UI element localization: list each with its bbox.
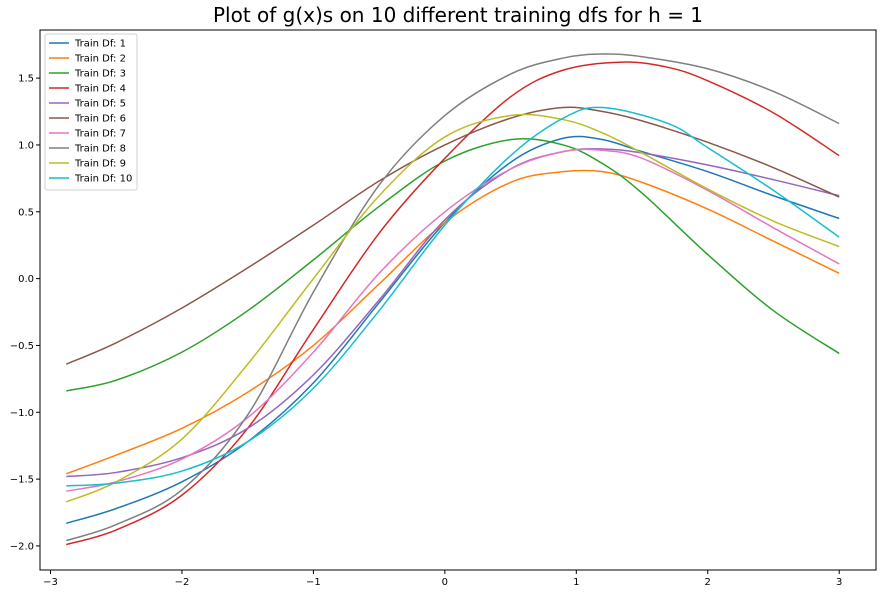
y-axis: −2.0 −1.5 −1.0 −0.5 0.0 0.5 1.0 1.5 bbox=[10, 74, 40, 552]
series-line-7 bbox=[66, 148, 840, 492]
plot-lines bbox=[65, 53, 840, 546]
series-line-1 bbox=[66, 135, 840, 524]
series-line-4 bbox=[66, 61, 840, 546]
series-line-9 bbox=[66, 113, 840, 503]
y-tick-label: 1.0 bbox=[18, 140, 34, 151]
y-tick-label: 1.5 bbox=[18, 74, 34, 85]
legend-label-6: Train Df: 6 bbox=[74, 114, 126, 125]
legend-label-7: Train Df: 7 bbox=[74, 129, 126, 140]
legend-label-2: Train Df: 2 bbox=[74, 54, 126, 65]
chart-title: Plot of g(x)s on 10 different training d… bbox=[213, 3, 703, 27]
x-tick-label: 2 bbox=[705, 577, 711, 588]
x-tick-label: −3 bbox=[43, 577, 58, 588]
x-tick-label: 3 bbox=[836, 577, 842, 588]
y-tick-label: −1.5 bbox=[10, 475, 34, 486]
series-line-3 bbox=[66, 137, 840, 392]
y-tick-label: −1.0 bbox=[10, 408, 34, 419]
legend-label-9: Train Df: 9 bbox=[74, 159, 126, 170]
x-axis: −3 −2 −1 0 1 2 3 bbox=[43, 570, 842, 588]
y-tick-label: −0.5 bbox=[10, 341, 34, 352]
x-tick-label: 0 bbox=[442, 577, 448, 588]
plot-frame bbox=[39, 29, 877, 571]
legend-label-4: Train Df: 4 bbox=[74, 84, 126, 95]
series-line-5 bbox=[66, 148, 840, 478]
series-line-10 bbox=[66, 106, 840, 487]
x-tick-label: −1 bbox=[306, 577, 321, 588]
legend-label-1: Train Df: 1 bbox=[74, 39, 126, 50]
series-line-8 bbox=[66, 53, 840, 542]
legend: Train Df: 1 Train Df: 2 Train Df: 3 Train D… bbox=[44, 33, 138, 191]
y-tick-label: 0.0 bbox=[18, 274, 34, 285]
legend-label-5: Train Df: 5 bbox=[74, 99, 126, 110]
y-tick-label: 0.5 bbox=[18, 207, 34, 218]
x-tick-label: −2 bbox=[175, 577, 190, 588]
series-line-6 bbox=[65, 106, 840, 365]
y-tick-label: −2.0 bbox=[10, 541, 34, 552]
legend-label-10: Train Df: 10 bbox=[74, 174, 132, 185]
legend-label-3: Train Df: 3 bbox=[74, 69, 126, 80]
legend-label-8: Train Df: 8 bbox=[74, 144, 126, 155]
x-tick-label: 1 bbox=[573, 577, 579, 588]
series-line-2 bbox=[66, 169, 840, 475]
